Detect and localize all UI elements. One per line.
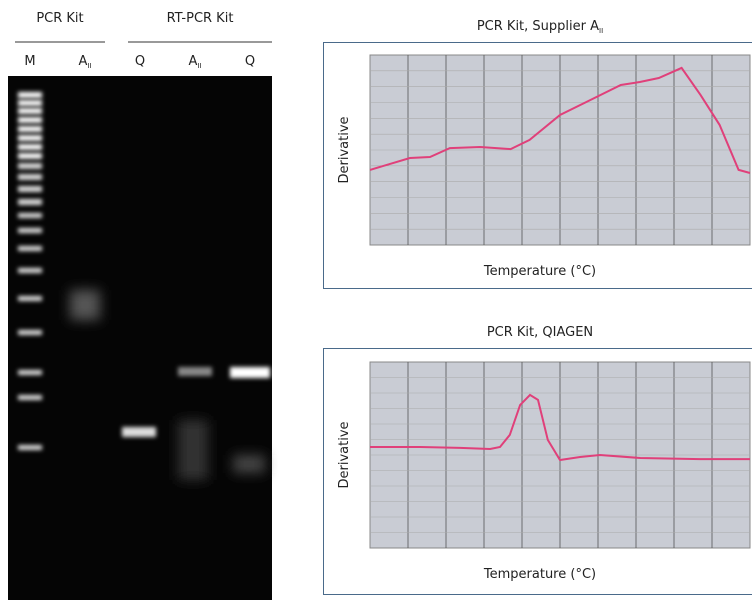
smear [233,455,265,473]
lane-sub: II [197,62,201,70]
ladder-band [18,445,42,450]
group-label: PCR Kit [36,11,83,26]
plot-title-sub: II [599,27,603,35]
group-label: RT-PCR Kit [167,11,234,26]
lane-text: A [188,54,197,69]
lane-label: Q [245,54,255,69]
plot-title-text: PCR Kit, QIAGEN [487,325,593,340]
band [178,367,212,376]
lane-label: M [24,54,35,69]
plot-title-text: PCR Kit, Supplier A [477,19,599,34]
ladder-band [18,395,42,400]
ladder-band [18,174,42,180]
ladder-band [18,199,42,205]
ladder-band [18,246,42,251]
ladder-band [18,370,42,375]
ladder-band [18,117,42,123]
ladder-band [18,186,42,192]
lane-text: A [78,54,87,69]
lane-text: Q [245,54,255,69]
ladder-band [18,153,42,159]
smear [178,420,208,480]
ladder-band [18,144,42,150]
ladder-band [18,108,42,114]
y-axis-label: Derivative [337,116,352,183]
lane-label: AII [188,54,201,70]
ladder-band [18,135,42,141]
x-axis-label: Temperature (°C) [483,264,596,279]
x-axis-label: Temperature (°C) [483,567,596,582]
y-axis-label: Derivative [337,421,352,488]
smear [70,290,100,320]
ladder-band [18,296,42,301]
ladder-band [18,126,42,132]
lane-label: Q [135,54,145,69]
gel-image [8,76,272,600]
band [122,427,156,437]
ladder-band [18,268,42,273]
lane-text: Q [135,54,145,69]
plot-title: PCR Kit, QIAGEN [487,325,593,340]
plot-title: PCR Kit, Supplier AII [477,19,603,35]
band [230,367,270,378]
ladder-band [18,330,42,335]
lane-text: M [24,54,35,69]
ladder-band [18,213,42,218]
ladder-band [18,92,42,98]
ladder-band [18,228,42,233]
ladder-band [18,100,42,106]
lane-label: AII [78,54,91,70]
ladder-band [18,163,42,169]
lane-sub: II [87,62,91,70]
